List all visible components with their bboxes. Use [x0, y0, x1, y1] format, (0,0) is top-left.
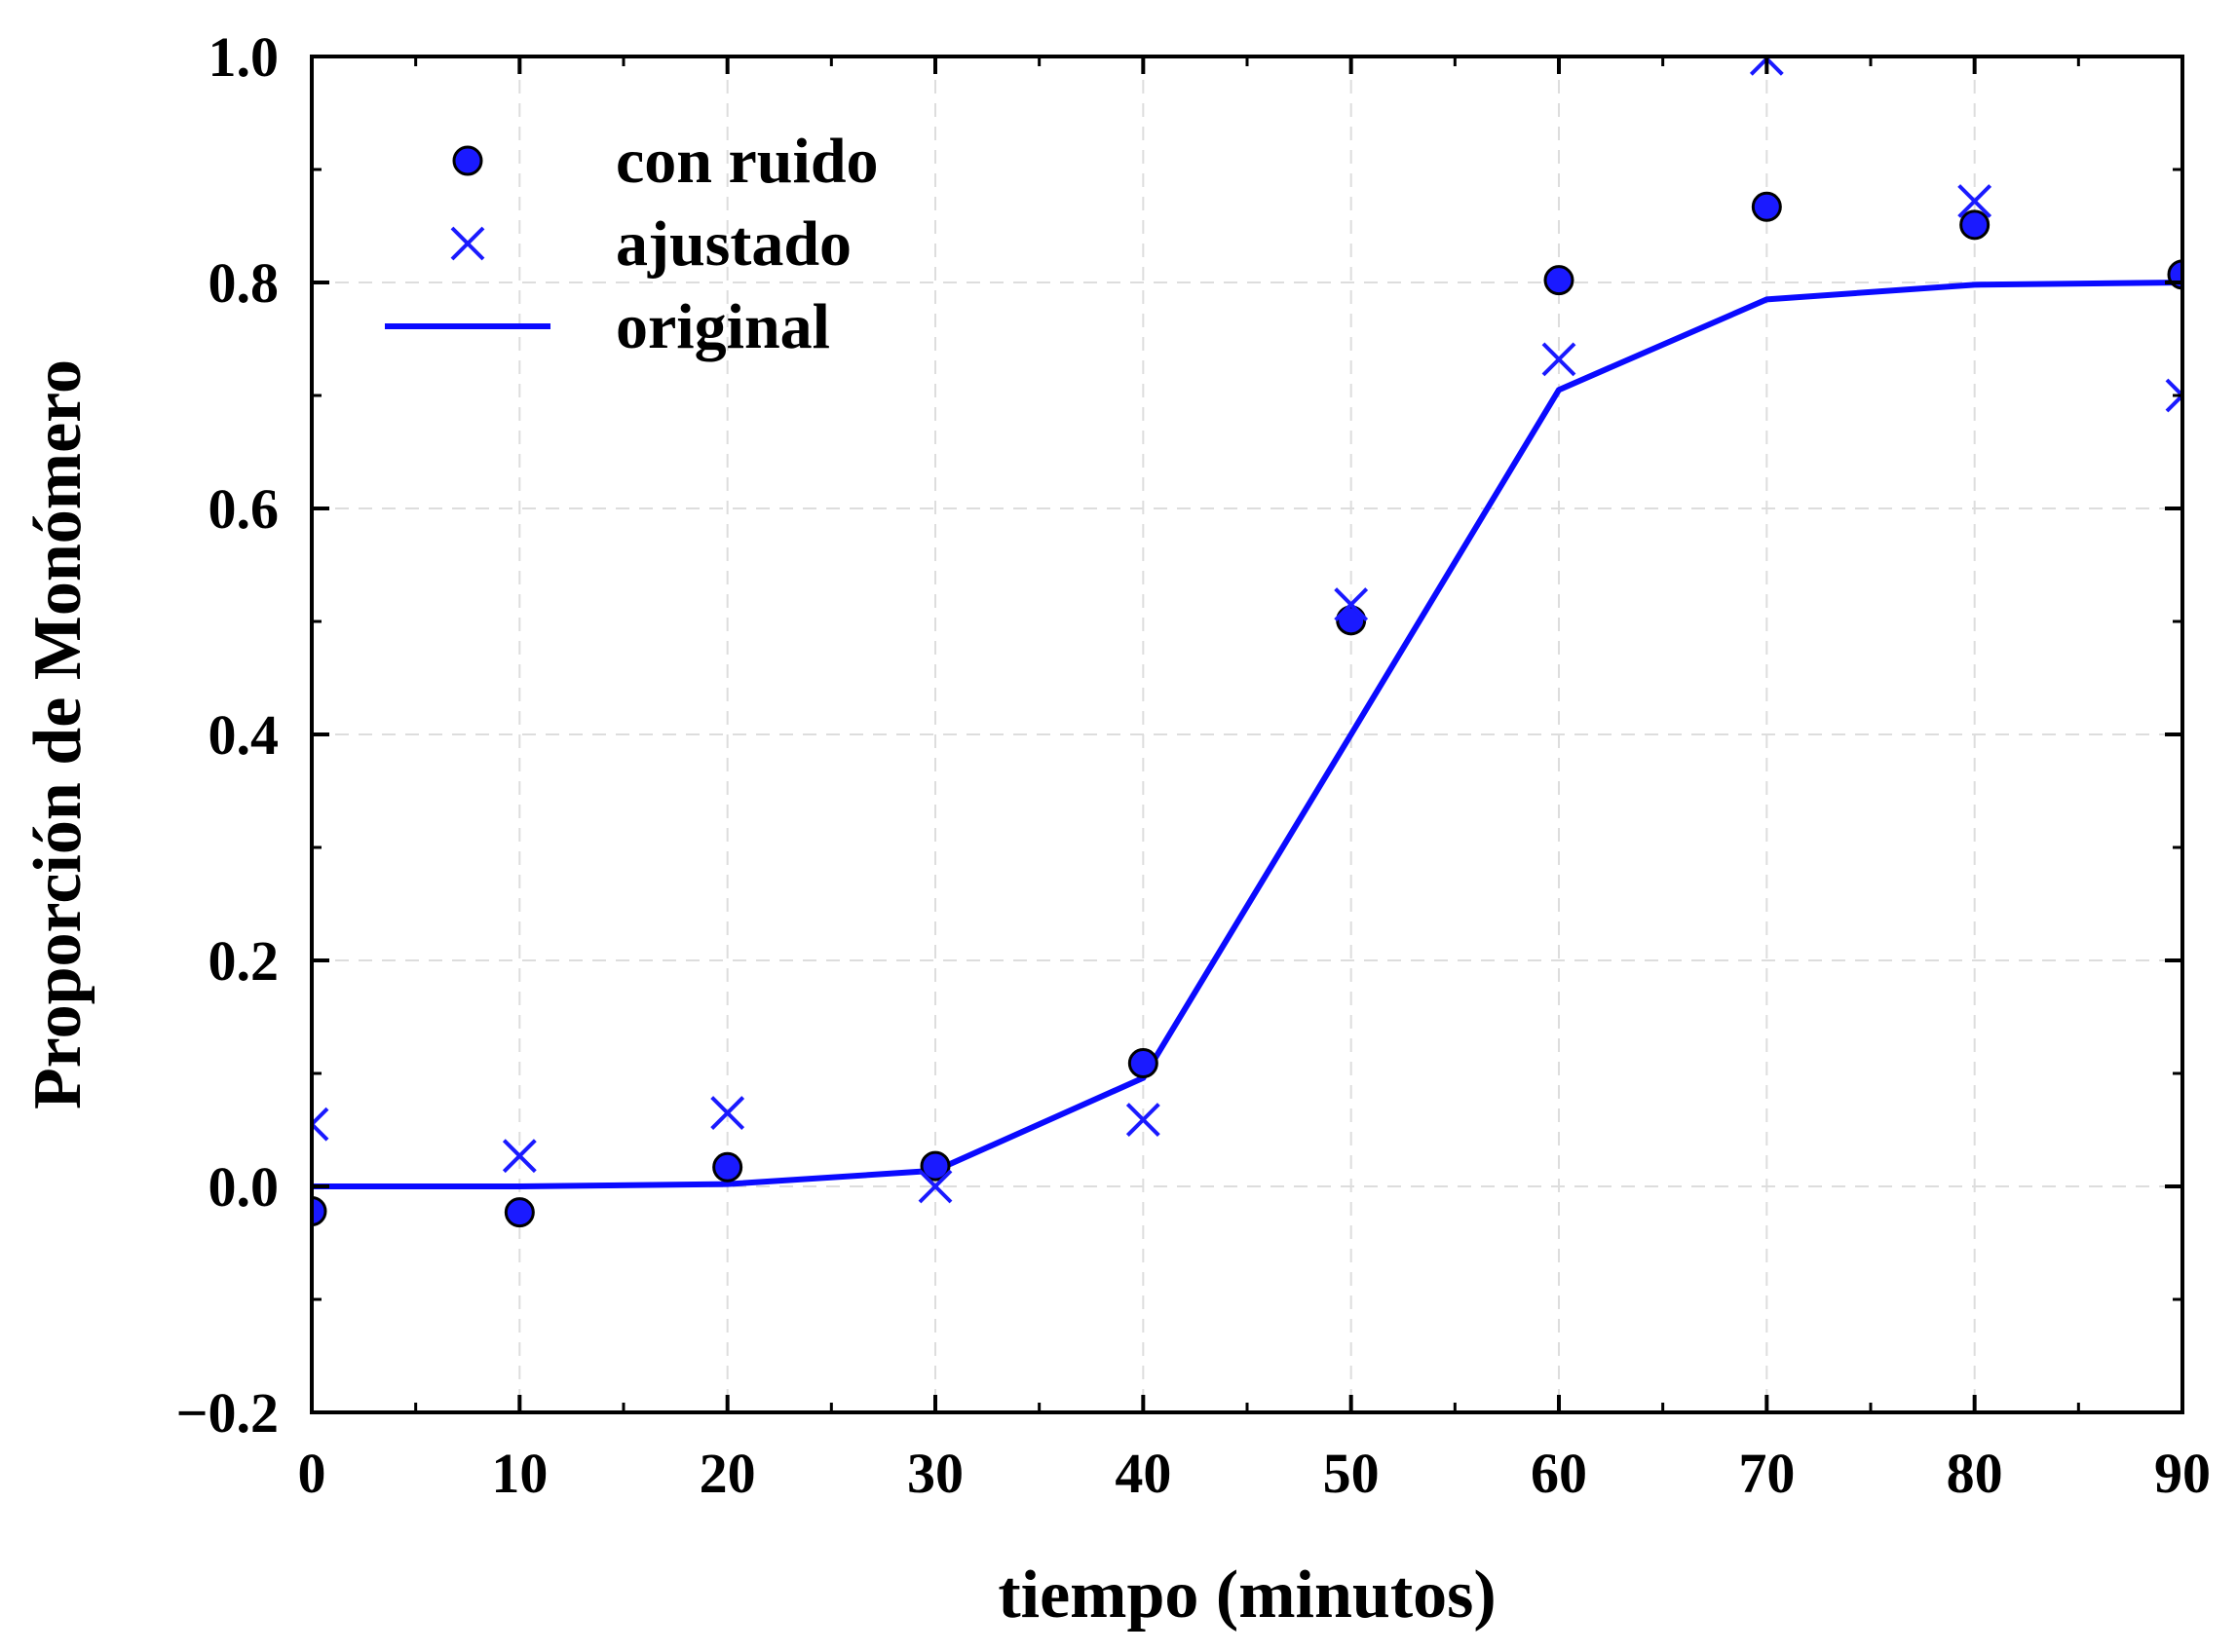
x-marker-stroke — [502, 1139, 537, 1174]
x-tick-label: 60 — [1531, 1442, 1587, 1505]
y-tick-label: 0.6 — [209, 477, 280, 541]
legend-marker-circle — [452, 145, 483, 176]
x-marker-stroke — [918, 1169, 953, 1204]
legend-label-original: original — [616, 291, 830, 362]
x-marker-stroke — [1541, 342, 1576, 377]
x-marker-stroke — [1334, 587, 1369, 622]
data-point-x — [2165, 378, 2182, 413]
data-point-x — [312, 1107, 329, 1142]
legend-marker-x — [450, 226, 485, 261]
data-point-x — [502, 1139, 537, 1174]
data-point-circle — [1543, 265, 1574, 296]
x-marker-stroke — [312, 1107, 329, 1128]
x-tick-label: 40 — [1115, 1442, 1171, 1505]
y-tick-label: 0.4 — [209, 703, 280, 767]
x-tick-label: 30 — [907, 1442, 964, 1505]
data-point-x — [918, 1169, 953, 1204]
x-tick-label: 90 — [2154, 1442, 2211, 1505]
data-point-circle — [712, 1151, 743, 1183]
x-tick-label: 70 — [1738, 1442, 1795, 1505]
data-point-x — [1125, 1103, 1160, 1137]
x-tick-label: 80 — [1947, 1442, 2003, 1505]
tick-labels: 0 10 20 30 40 50 60 70 80 90 −0.2 0.0 0.2 0.4 0.6 0.8 1.… — [175, 25, 2211, 1505]
grid-lines — [311, 56, 2183, 1413]
y-tick-label: −0.2 — [175, 1381, 279, 1445]
series-line-2 — [312, 280, 2182, 1189]
y-tick-label: 0.2 — [209, 929, 280, 993]
y-tick-label: 1.0 — [209, 25, 280, 89]
x-marker-stroke — [2165, 378, 2182, 398]
x-marker-stroke — [1957, 184, 1992, 218]
x-marker-stroke — [710, 1096, 745, 1131]
data-point-circle — [920, 1150, 951, 1182]
data-point-circle — [1751, 191, 1782, 222]
y-tick-label: 0.8 — [209, 251, 280, 315]
data-point-x — [710, 1096, 745, 1131]
x-marker-stroke — [312, 1121, 329, 1142]
plot-series — [312, 56, 2182, 1228]
data-point-x — [1957, 184, 1992, 218]
x-marker-stroke — [2165, 393, 2182, 413]
axis-ticks — [310, 55, 2184, 1414]
legend: con ruido ajustado original — [385, 126, 879, 362]
legend-label-con-ruido: con ruido — [616, 126, 879, 197]
data-point-x — [1541, 342, 1576, 377]
data-point-circle — [1127, 1048, 1158, 1079]
data-point-circle — [504, 1197, 535, 1228]
legend-label-ajustado: ajustado — [616, 208, 852, 280]
x-tick-label: 10 — [491, 1442, 548, 1505]
x-tick-label: 50 — [1323, 1442, 1380, 1505]
y-axis-title: Proporción de Monómero — [20, 359, 95, 1109]
x-tick-label: 20 — [700, 1442, 756, 1505]
data-point-x — [1334, 587, 1369, 622]
x-marker-stroke — [450, 226, 485, 261]
data-point-circle — [312, 1196, 327, 1227]
x-marker-stroke — [1125, 1103, 1160, 1137]
x-tick-label: 0 — [298, 1442, 326, 1505]
data-point-circle — [1336, 605, 1367, 636]
x-axis-title: tiempo (minutos) — [998, 1558, 1496, 1633]
data-point-circle — [1959, 209, 1991, 241]
y-tick-label: 0.0 — [209, 1155, 280, 1219]
